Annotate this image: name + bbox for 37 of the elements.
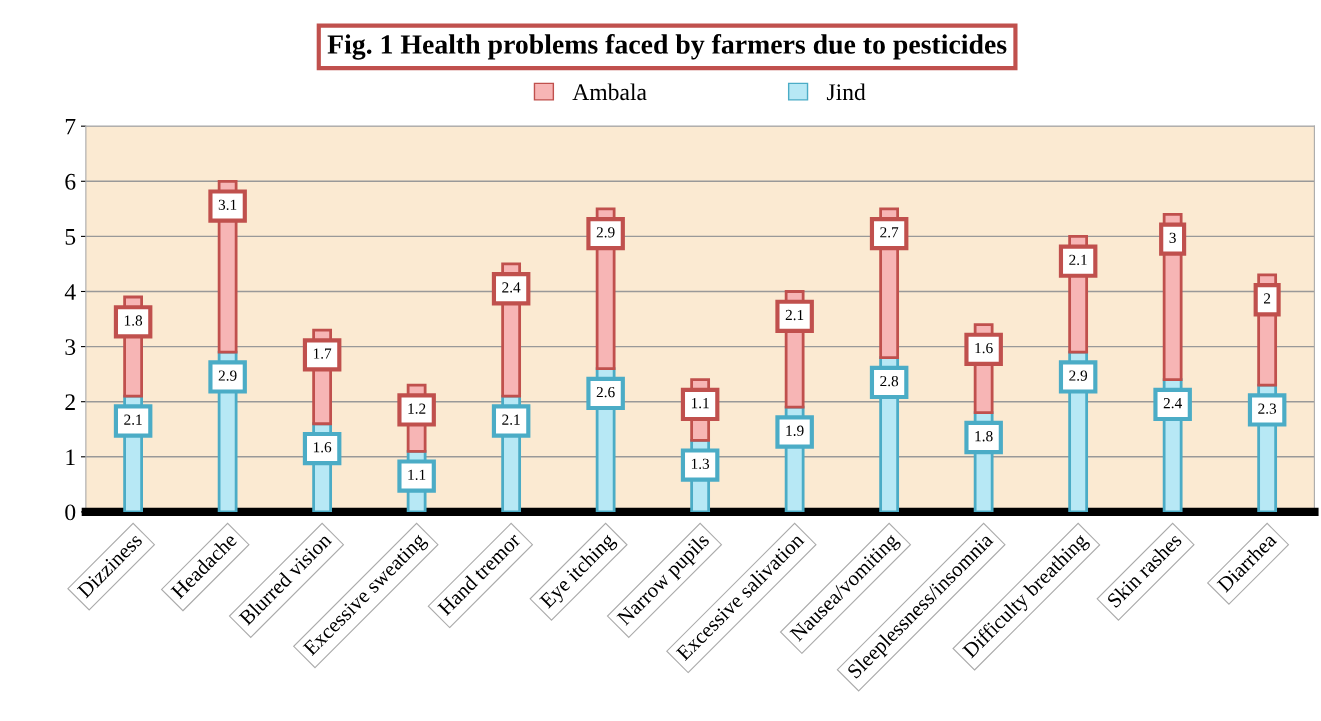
data-label: 1.3 (691, 458, 710, 469)
data-label: 2.6 (596, 386, 615, 398)
data-label: 2.9 (218, 370, 237, 381)
data-label: 2.1 (502, 414, 520, 425)
data-label: 2.1 (124, 414, 142, 425)
data-label: 1.7 (313, 348, 332, 359)
data-label: 2.1 (1069, 254, 1087, 266)
data-label: 1.6 (975, 342, 993, 354)
data-label: 1.6 (313, 442, 332, 453)
y-tick-label: 3 (65, 339, 76, 356)
data-label: 1.9 (786, 425, 804, 436)
data-label: 2.9 (596, 227, 615, 238)
legend-label: Ambala (572, 83, 647, 101)
y-tick-label: 7 (65, 118, 76, 135)
y-tick-label: 0 (65, 504, 76, 521)
y-tick-label: 1 (66, 449, 75, 465)
data-label: 2.4 (1163, 398, 1182, 409)
data-label: 2.4 (502, 282, 521, 293)
data-label: 1.1 (691, 398, 709, 409)
y-tick-label: 5 (65, 229, 76, 245)
data-label: 1.8 (124, 315, 143, 326)
data-label: 2.8 (880, 375, 899, 387)
y-tick-label: 4 (64, 284, 76, 300)
data-label: 2.1 (785, 309, 804, 321)
data-label: 3 (1169, 232, 1176, 243)
data-label: 2.3 (1258, 403, 1277, 414)
data-label: 1.1 (408, 469, 426, 480)
data-label: 1.8 (975, 431, 993, 442)
data-label: 2 (1264, 293, 1271, 304)
chart-title: Fig. 1 Health problems faced by farmers due to pesticides (327, 34, 1007, 60)
data-label: 2.9 (1069, 370, 1088, 381)
y-tick-label: 6 (65, 173, 76, 190)
data-label: 3.1 (218, 199, 237, 210)
y-tick-label: 2 (65, 394, 75, 410)
data-label: 1.2 (408, 403, 426, 414)
legend-label: Jind (826, 83, 866, 101)
data-label: 2.7 (880, 227, 899, 238)
